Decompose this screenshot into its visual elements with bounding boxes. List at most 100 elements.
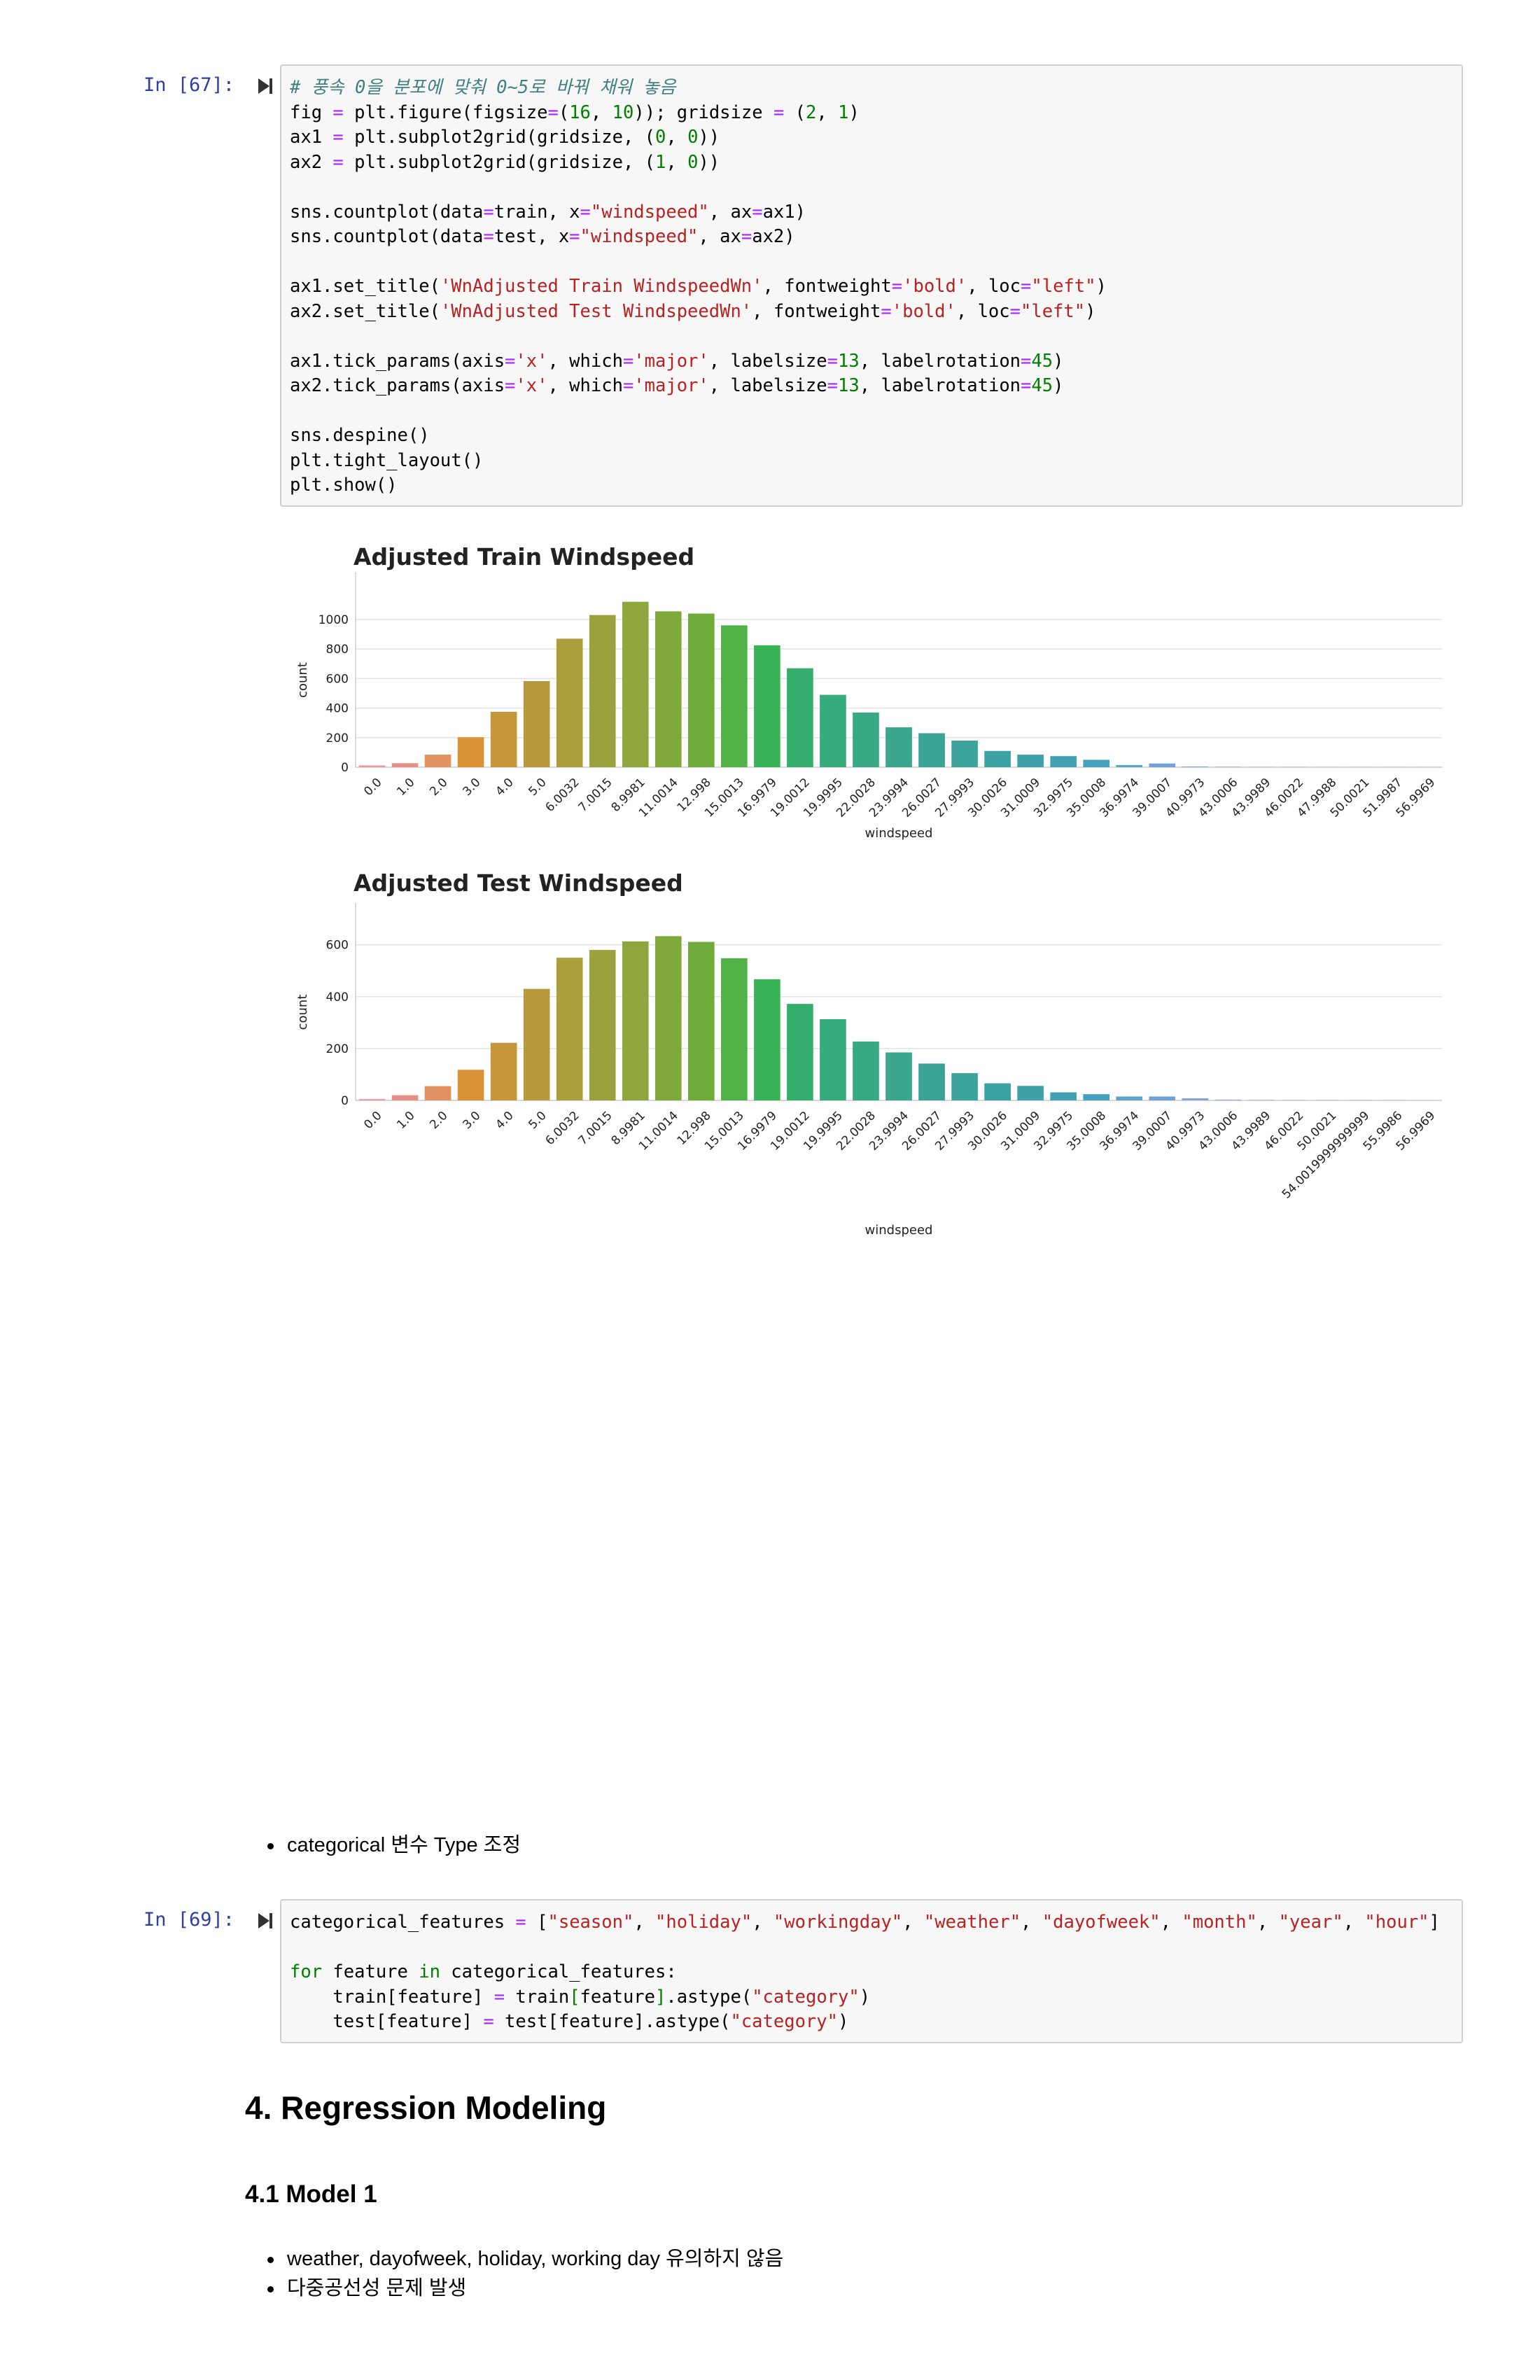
y-axis-label: count <box>295 662 310 698</box>
code-token: 'major' <box>634 350 709 372</box>
x-tick-label: 0.0 <box>361 776 384 799</box>
code-token: sns.countplot(data <box>290 226 484 247</box>
code-token: , labelrotation <box>859 350 1021 372</box>
code-token: = <box>483 226 494 247</box>
code-token: , <box>1343 1912 1365 1933</box>
cell-67-prompt: In [67]: <box>144 74 235 96</box>
code-token: ( <box>558 102 570 123</box>
code-line: ax1 = plt.subplot2grid(gridsize, (0, 0)) <box>290 125 1453 150</box>
x-tick-label: 4.0 <box>493 776 516 799</box>
code-line <box>290 324 1453 349</box>
code-line <box>290 175 1453 200</box>
code-token: test[feature].astype( <box>493 2011 731 2032</box>
code-token: "holiday" <box>655 1912 752 1933</box>
code-token: "season" <box>547 1912 634 1933</box>
y-tick-label: 600 <box>326 939 349 953</box>
bar <box>918 733 945 767</box>
bar <box>490 711 517 767</box>
bar <box>1182 1098 1209 1100</box>
code-token: ) <box>848 102 860 123</box>
code-line: plt.tight_layout() <box>290 449 1453 474</box>
code-token: "category" <box>730 2011 838 2032</box>
code-token: = <box>1021 276 1032 297</box>
code-token: .astype( <box>666 1986 752 2008</box>
bar <box>1050 1092 1077 1100</box>
code-token: , fontweight <box>752 300 881 322</box>
code-token: for <box>290 1961 323 1982</box>
x-tick-label: 5.0 <box>526 776 549 799</box>
code-token: plt.subplot2grid(gridsize, ( <box>343 151 655 173</box>
bar <box>787 668 813 767</box>
y-tick-label: 200 <box>326 1042 349 1056</box>
y-tick-label: 1000 <box>318 613 349 627</box>
bar <box>457 737 484 767</box>
bar <box>490 1042 517 1100</box>
code-token: , <box>666 127 688 148</box>
code-token: , <box>816 102 839 123</box>
code-line <box>290 250 1453 275</box>
code-cell-67[interactable]: # 풍속 0을 분포에 맞춰 0~5로 바꿔 채워 놓음 fig = plt.fi… <box>280 64 1463 507</box>
bar <box>984 750 1011 767</box>
code-token: ) <box>1096 276 1107 297</box>
bar <box>589 615 616 767</box>
code-cell-69[interactable]: categorical_features = ["season", "holid… <box>280 1899 1463 2043</box>
run-cell-icon[interactable] <box>256 77 274 95</box>
code-token: categorical_features: <box>440 1961 677 1982</box>
bar <box>820 694 846 767</box>
bar <box>820 1019 846 1100</box>
code-token: , <box>902 1912 924 1933</box>
code-token: , <box>634 1912 656 1933</box>
code-token: , which <box>547 375 623 396</box>
code-line <box>290 1935 1453 1961</box>
code-token: = <box>752 201 763 223</box>
code-token: plt.figure(figsize <box>343 102 548 123</box>
code-token: "hour" <box>1364 1912 1429 1933</box>
code-token: = <box>483 201 494 223</box>
code-token: 16 <box>569 102 591 123</box>
code-token: ) <box>838 2011 849 2032</box>
code-token: , loc <box>967 276 1021 297</box>
code-token: feature <box>322 1961 419 1982</box>
code-token: plt.show() <box>290 475 398 496</box>
code-token: , labelsize <box>708 350 827 372</box>
code-token: , <box>1160 1912 1182 1933</box>
code-token: "month" <box>1182 1912 1257 1933</box>
code-token: = <box>332 127 344 148</box>
code-token: 'WnAdjusted Test WindspeedWn' <box>440 300 752 322</box>
code-token: "weather" <box>923 1912 1021 1933</box>
code-token: , <box>590 102 612 123</box>
code-token: ) <box>1085 300 1096 322</box>
code-token: "dayofweek" <box>1042 1912 1161 1933</box>
bar <box>1017 1086 1044 1100</box>
bar <box>721 958 748 1100</box>
code-token: , fontweight <box>762 276 892 297</box>
x-tick-label: 6.0032 <box>543 776 582 815</box>
code-token: ) <box>1053 375 1064 396</box>
code-token: , ax <box>698 226 741 247</box>
bar <box>523 680 550 767</box>
code-token: 'bold' <box>891 300 956 322</box>
bar <box>1116 1096 1143 1100</box>
code-token: ) <box>1053 350 1064 372</box>
code-token: = <box>483 2011 494 2032</box>
y-tick-label: 600 <box>326 672 349 686</box>
x-tick-label: 0.0 <box>361 1109 384 1132</box>
code-token: ax1.tick_params(axis <box>290 350 505 372</box>
code-editor[interactable]: # 풍속 0을 분포에 맞춰 0~5로 바꿔 채워 놓음 fig = plt.fi… <box>290 76 1453 498</box>
list-item: 다중공선성 문제 발생 <box>266 2274 783 2303</box>
bar <box>1214 766 1242 767</box>
bar <box>721 625 748 767</box>
run-cell-icon[interactable] <box>256 1912 274 1930</box>
code-line <box>290 399 1453 424</box>
code-token: , labelrotation <box>859 375 1021 396</box>
code-token: , <box>1021 1912 1042 1933</box>
code-editor[interactable]: categorical_features = ["season", "holid… <box>290 1910 1453 2035</box>
y-tick-label: 400 <box>326 990 349 1004</box>
bar <box>654 611 682 767</box>
code-token: train[feature] <box>290 1986 494 2008</box>
code-token: = <box>332 102 344 123</box>
code-token: 13 <box>838 350 860 372</box>
code-token: , <box>666 151 688 173</box>
code-token: 1 <box>838 102 849 123</box>
code-token: , loc <box>955 300 1010 322</box>
